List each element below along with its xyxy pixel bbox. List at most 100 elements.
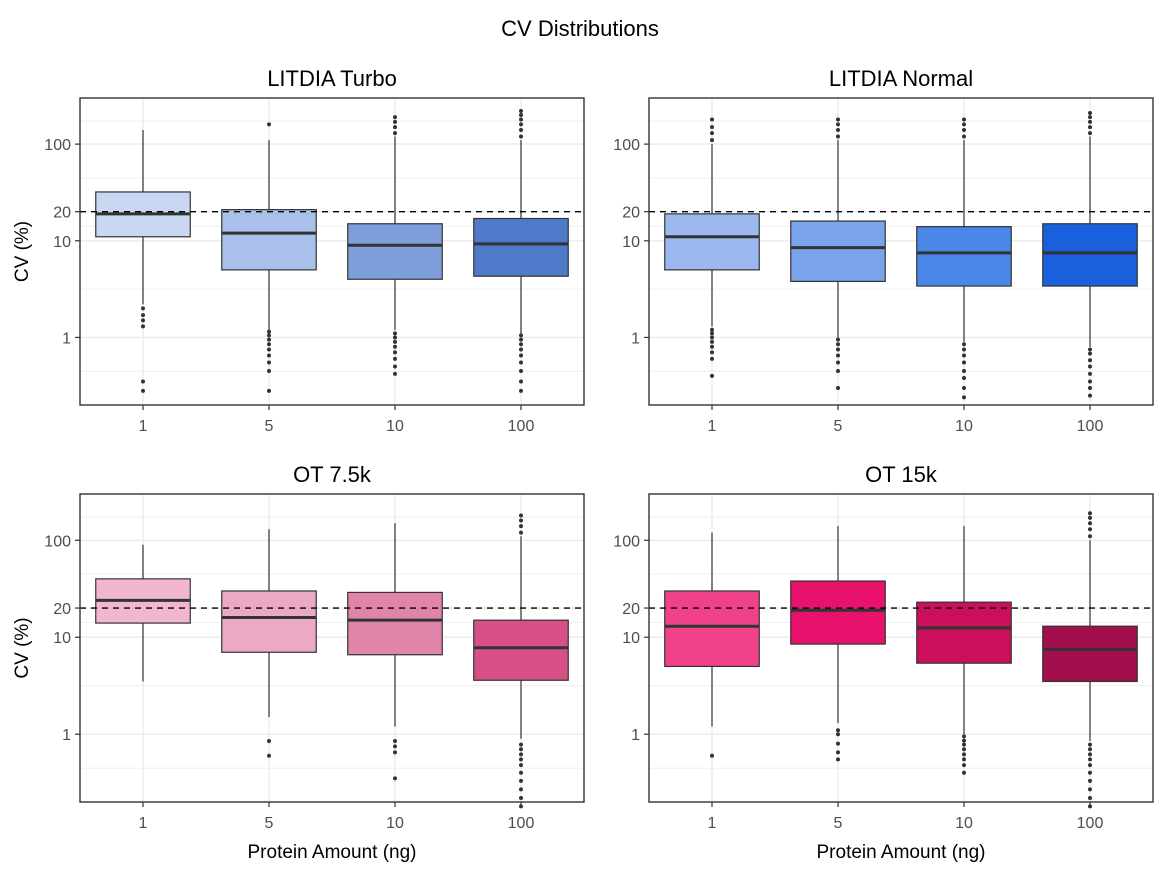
outlier-point bbox=[519, 333, 523, 338]
outlier-point bbox=[836, 342, 840, 347]
outlier-point bbox=[836, 750, 840, 755]
outlier-point bbox=[519, 117, 523, 122]
panel-border bbox=[648, 493, 1154, 803]
outlier-point bbox=[519, 368, 523, 373]
y-tick-label: 100 bbox=[613, 137, 640, 154]
outlier-point bbox=[519, 379, 523, 384]
outlier-point bbox=[141, 306, 145, 311]
outlier-point bbox=[141, 324, 145, 329]
outlier-point bbox=[962, 117, 966, 122]
outlier-point bbox=[1088, 742, 1092, 747]
outlier-point bbox=[519, 524, 523, 529]
box-iqr bbox=[790, 220, 886, 282]
box-10 bbox=[916, 526, 1012, 775]
outlier-point bbox=[710, 138, 714, 143]
outlier-point bbox=[267, 353, 271, 358]
outlier-point bbox=[1088, 119, 1092, 124]
outlier-point bbox=[519, 742, 523, 747]
outlier-point bbox=[519, 513, 523, 518]
outlier-point bbox=[267, 360, 271, 365]
outlier-point bbox=[267, 333, 271, 338]
y-axis-label: CV (%) bbox=[12, 221, 33, 282]
y-tick-label: 20 bbox=[622, 601, 640, 618]
box-5 bbox=[790, 526, 886, 762]
outlier-point bbox=[962, 770, 966, 775]
box-1 bbox=[95, 544, 191, 682]
box-5 bbox=[221, 122, 317, 393]
outlier-point bbox=[519, 337, 523, 342]
outlier-point bbox=[710, 117, 714, 122]
x-axis-label: Protein Amount (ng) bbox=[248, 842, 417, 863]
y-tick-label: 20 bbox=[622, 205, 640, 222]
box-100 bbox=[473, 109, 569, 393]
outlier-point bbox=[836, 728, 840, 733]
outlier-point bbox=[1088, 787, 1092, 792]
panel-1: 1 10 20 100 1 5 10 100 LITDIA Normal bbox=[613, 66, 1154, 435]
outlier-point bbox=[962, 738, 966, 743]
outlier-point bbox=[1088, 115, 1092, 120]
y-tick-label: 10 bbox=[53, 234, 71, 251]
x-tick-label: 5 bbox=[265, 418, 274, 435]
outlier-point bbox=[393, 356, 397, 361]
outlier-point bbox=[393, 344, 397, 349]
x-tick-label: 1 bbox=[139, 815, 148, 832]
outlier-point bbox=[267, 337, 271, 342]
box-10 bbox=[347, 523, 443, 781]
outlier-point bbox=[836, 368, 840, 373]
outlier-point bbox=[519, 342, 523, 347]
panel-title: LITDIA Normal bbox=[829, 66, 973, 91]
outlier-point bbox=[836, 122, 840, 127]
box-iqr bbox=[473, 619, 569, 681]
x-tick-label: 1 bbox=[708, 418, 717, 435]
x-tick-label: 5 bbox=[834, 418, 843, 435]
panel-title: LITDIA Turbo bbox=[267, 66, 397, 91]
outlier-point bbox=[393, 750, 397, 755]
x-tick-label: 1 bbox=[139, 418, 148, 435]
x-tick-label: 100 bbox=[1077, 418, 1104, 435]
x-tick-label: 100 bbox=[1077, 815, 1104, 832]
box-100 bbox=[1042, 511, 1138, 809]
box-10 bbox=[347, 115, 443, 376]
box-10 bbox=[916, 117, 1012, 400]
outlier-point bbox=[836, 360, 840, 365]
outlier-point bbox=[962, 752, 966, 757]
panel-title: OT 7.5k bbox=[293, 462, 372, 487]
outlier-point bbox=[1088, 527, 1092, 532]
outlier-point bbox=[1088, 515, 1092, 520]
outlier-point bbox=[1088, 351, 1092, 356]
figure-title: CV Distributions bbox=[501, 16, 659, 41]
outlier-point bbox=[393, 739, 397, 744]
outlier-point bbox=[267, 753, 271, 758]
outlier-point bbox=[962, 360, 966, 365]
outlier-point bbox=[393, 364, 397, 369]
x-tick-label: 100 bbox=[508, 815, 535, 832]
panel-title: OT 15k bbox=[865, 462, 938, 487]
outlier-point bbox=[1088, 770, 1092, 775]
outlier-point bbox=[393, 776, 397, 781]
box-iqr bbox=[221, 590, 317, 653]
outlier-point bbox=[267, 388, 271, 393]
box-iqr bbox=[473, 217, 569, 277]
outlier-point bbox=[393, 331, 397, 336]
x-tick-label: 10 bbox=[386, 418, 404, 435]
outlier-point bbox=[962, 134, 966, 139]
box-100 bbox=[1042, 110, 1138, 398]
y-tick-label: 1 bbox=[62, 330, 71, 347]
outlier-point bbox=[519, 347, 523, 352]
outlier-point bbox=[1088, 125, 1092, 130]
outlier-point bbox=[141, 388, 145, 393]
outlier-point bbox=[519, 757, 523, 762]
outlier-point bbox=[836, 347, 840, 352]
outlier-point bbox=[519, 770, 523, 775]
outlier-point bbox=[1088, 347, 1092, 352]
y-tick-label: 1 bbox=[631, 330, 640, 347]
outlier-point bbox=[519, 127, 523, 132]
box-iqr bbox=[916, 601, 1012, 664]
outlier-point bbox=[1088, 393, 1092, 398]
outlier-point bbox=[1088, 379, 1092, 384]
outlier-point bbox=[267, 347, 271, 352]
outlier-point bbox=[710, 131, 714, 136]
box-iqr bbox=[1042, 223, 1138, 287]
outlier-point bbox=[710, 125, 714, 130]
